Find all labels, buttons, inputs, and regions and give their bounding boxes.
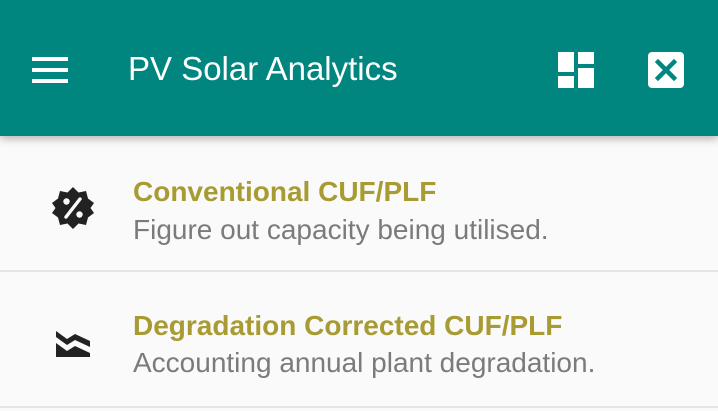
dashboard-icon (558, 52, 594, 88)
list-item-conventional-cuf[interactable]: Conventional CUF/PLF Figure out capacity… (0, 136, 718, 272)
menu-button[interactable] (26, 48, 74, 92)
percent-badge-icon (50, 186, 96, 230)
list-item-degradation-corrected-cuf[interactable]: Degradation Corrected CUF/PLF Accounting… (0, 272, 718, 408)
item-subtitle: Figure out capacity being utilised. (133, 214, 549, 245)
app-bar: PV Solar Analytics (0, 0, 718, 136)
close-box-icon (648, 52, 684, 88)
menu-list: Conventional CUF/PLF Figure out capacity… (0, 136, 718, 408)
close-button[interactable] (642, 46, 690, 94)
item-title: Conventional CUF/PLF (133, 176, 437, 207)
item-subtitle: Accounting annual plant degradation. (133, 347, 596, 378)
menu-icon (32, 57, 68, 83)
item-title: Degradation Corrected CUF/PLF (133, 310, 563, 341)
degradation-chart-icon (50, 322, 96, 366)
dashboard-button[interactable] (552, 46, 600, 94)
app-title: PV Solar Analytics (128, 50, 398, 87)
